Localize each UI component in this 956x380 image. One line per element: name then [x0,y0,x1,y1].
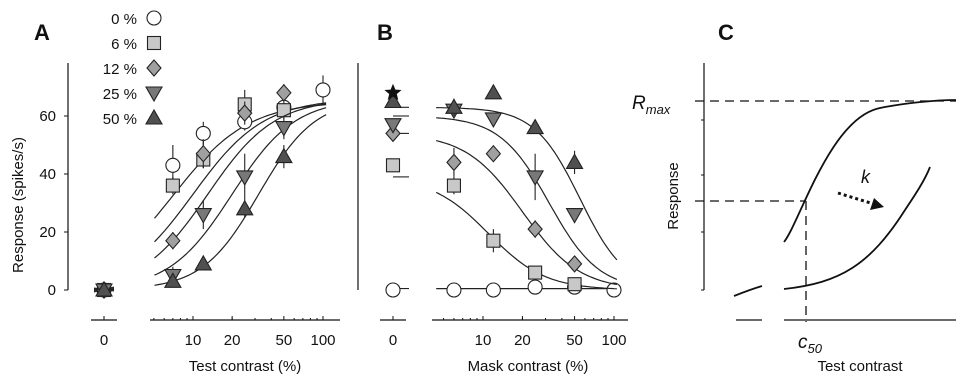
x-tick-label: 10 [475,332,492,349]
data-point [485,282,501,298]
x-tick-label: 100 [601,332,626,349]
data-point [165,157,181,173]
panel-letter-c: C [718,20,734,45]
data-point [315,82,331,98]
legend-marker [146,10,162,26]
fit-curve [154,102,327,243]
data-point [384,118,402,134]
panel-c-ylabel: Response [665,162,682,230]
legend-label: 0 % [111,11,137,28]
data-point [163,272,182,288]
data-point [446,282,462,298]
fit-curve [436,140,618,286]
data-point [527,279,543,295]
panel-a: 0 20 40 60 0 10 20 50 100 0 % 6 % 12 % 25 % 50 % [39,10,340,349]
fit-curve [154,103,327,259]
k-shift-arrow [837,191,875,206]
y-tick-label: 60 [39,108,56,125]
x-tick-label: 0 [389,332,397,349]
data-point [565,208,584,224]
data-point [165,231,181,250]
fit-curve [436,117,618,280]
y-tick-label: 0 [48,282,56,299]
x-tick-label: 10 [185,332,202,349]
data-point [194,208,213,224]
data-point [526,118,545,135]
data-point [274,147,293,164]
data-point [485,144,502,163]
panel-a-xlabel: Test contrast (%) [189,358,302,375]
x-tick-label: 50 [566,332,583,349]
data-point [566,255,583,273]
x-tick-label: 20 [514,332,531,349]
legend-marker [146,59,162,77]
legend-label: 25 % [103,86,137,103]
data-point [526,170,545,187]
x-tick-label: 100 [310,332,335,349]
data-point [528,265,543,280]
legend-label: 12 % [103,61,137,78]
legend-marker [145,108,163,125]
data-point [446,153,462,172]
data-point [195,125,211,141]
c50-label: c50 [798,332,823,356]
panel-b: 0 10 20 50 100 [357,63,628,349]
data-point [484,83,503,100]
x-tick-label: 20 [224,332,241,349]
panel-a-ylabel: Response (spikes/s) [10,137,27,273]
data-point [565,153,584,169]
response-curve-zero [733,285,763,297]
data-point [567,277,582,292]
data-point [194,254,213,271]
x-tick-label: 50 [276,332,293,349]
data-point [606,282,622,298]
panel-letter-a: A [34,20,50,45]
x-tick-label: 0 [100,332,108,349]
panel-b-xlabel: Mask contrast (%) [468,358,589,375]
data-point [235,170,254,187]
data-point [276,83,292,102]
data-point [274,121,293,137]
data-point [527,220,543,238]
rmax-label: Rmax [632,93,671,117]
data-point [446,178,461,193]
fit-curve [154,107,327,276]
data-point [385,282,401,298]
legend-label: 6 % [111,36,137,53]
panel-c: k Rmax c50 Response Test contrast [632,63,956,375]
response-curve-2 [783,166,931,290]
k-label: k [861,167,871,187]
k-arrow-head [870,198,884,210]
data-point [237,104,253,122]
data-point [384,92,402,109]
fit-curve [435,191,617,290]
y-tick-label: 20 [39,224,56,241]
legend-marker [146,35,162,51]
data-point [195,144,212,163]
data-point [235,199,254,216]
panel-letter-b: B [377,20,393,45]
panel-c-xlabel: Test contrast [817,358,903,375]
data-point [484,112,503,129]
legend-label: 50 % [103,111,137,128]
fit-curve [436,107,618,261]
fit-curve [154,114,327,286]
data-point [95,280,113,297]
y-tick-label: 40 [39,166,56,183]
legend-marker [145,86,163,103]
response-curve-1 [783,99,956,243]
data-point [444,98,463,114]
data-point [486,233,501,248]
data-point [385,158,401,173]
data-point [384,83,402,101]
data-point [165,178,180,193]
